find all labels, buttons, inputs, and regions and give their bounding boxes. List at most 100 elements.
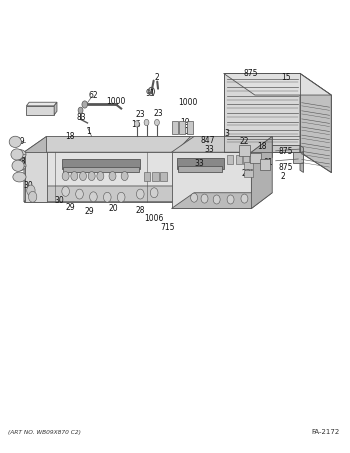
Polygon shape bbox=[47, 183, 194, 189]
Text: 23: 23 bbox=[135, 111, 145, 119]
Circle shape bbox=[117, 192, 125, 202]
Circle shape bbox=[28, 191, 37, 202]
Polygon shape bbox=[24, 136, 191, 152]
Circle shape bbox=[213, 195, 220, 204]
Text: 21: 21 bbox=[181, 127, 190, 136]
Text: 875: 875 bbox=[279, 147, 293, 156]
Text: 23: 23 bbox=[241, 169, 251, 178]
Polygon shape bbox=[24, 152, 175, 202]
Text: 875: 875 bbox=[244, 69, 258, 78]
Polygon shape bbox=[26, 102, 57, 106]
Circle shape bbox=[78, 107, 83, 114]
Polygon shape bbox=[54, 102, 57, 115]
Text: 3: 3 bbox=[225, 129, 230, 138]
Circle shape bbox=[109, 172, 116, 181]
Circle shape bbox=[144, 119, 149, 125]
Text: 29: 29 bbox=[84, 207, 94, 216]
Bar bbox=[179, 121, 186, 134]
Polygon shape bbox=[26, 106, 54, 115]
Text: 23: 23 bbox=[154, 110, 163, 118]
Ellipse shape bbox=[11, 149, 23, 160]
Polygon shape bbox=[177, 158, 224, 169]
Polygon shape bbox=[24, 136, 47, 202]
Text: 1: 1 bbox=[86, 127, 91, 136]
Circle shape bbox=[97, 172, 104, 181]
Polygon shape bbox=[300, 73, 331, 173]
Bar bbox=[172, 121, 178, 134]
Bar bbox=[227, 155, 233, 164]
Circle shape bbox=[136, 189, 144, 199]
Ellipse shape bbox=[13, 172, 26, 182]
Polygon shape bbox=[178, 166, 222, 172]
Circle shape bbox=[79, 172, 86, 181]
Bar bbox=[153, 173, 159, 182]
Text: 1006: 1006 bbox=[145, 214, 164, 223]
Text: 33: 33 bbox=[205, 145, 215, 154]
Text: 847: 847 bbox=[201, 136, 215, 145]
Text: 62: 62 bbox=[89, 92, 98, 101]
Bar bbox=[239, 145, 250, 156]
Polygon shape bbox=[25, 152, 47, 202]
Bar bbox=[260, 159, 271, 170]
Circle shape bbox=[82, 101, 88, 108]
Circle shape bbox=[227, 195, 234, 204]
Circle shape bbox=[71, 172, 78, 181]
Ellipse shape bbox=[9, 136, 21, 148]
Text: 91: 91 bbox=[145, 89, 155, 98]
Text: 30: 30 bbox=[55, 196, 65, 205]
Text: 1000: 1000 bbox=[106, 97, 126, 106]
Bar bbox=[244, 162, 253, 169]
Circle shape bbox=[201, 194, 208, 203]
Bar bbox=[187, 121, 193, 134]
Text: 15: 15 bbox=[281, 72, 291, 82]
Circle shape bbox=[90, 192, 97, 202]
Circle shape bbox=[154, 119, 159, 125]
Bar bbox=[244, 170, 253, 177]
Text: 19: 19 bbox=[181, 118, 190, 127]
Text: 2: 2 bbox=[155, 73, 159, 82]
Circle shape bbox=[150, 188, 158, 198]
Text: 20: 20 bbox=[108, 204, 118, 213]
Text: 33: 33 bbox=[195, 159, 204, 168]
Ellipse shape bbox=[12, 160, 24, 171]
Polygon shape bbox=[24, 186, 191, 202]
Polygon shape bbox=[172, 136, 272, 152]
Polygon shape bbox=[172, 193, 272, 208]
Text: FA-2172: FA-2172 bbox=[312, 429, 340, 434]
Bar bbox=[243, 155, 249, 164]
Text: 1000: 1000 bbox=[178, 98, 198, 107]
Text: 22: 22 bbox=[240, 137, 249, 146]
Circle shape bbox=[191, 193, 197, 202]
Ellipse shape bbox=[13, 149, 26, 159]
Circle shape bbox=[104, 192, 111, 202]
Polygon shape bbox=[47, 136, 194, 142]
Text: 16: 16 bbox=[131, 120, 141, 129]
Text: 83: 83 bbox=[76, 113, 86, 122]
Circle shape bbox=[62, 172, 69, 181]
Text: 30: 30 bbox=[23, 182, 33, 190]
Text: 715: 715 bbox=[161, 223, 175, 232]
Circle shape bbox=[121, 172, 128, 181]
Ellipse shape bbox=[13, 161, 26, 171]
Text: 18: 18 bbox=[65, 132, 75, 141]
Text: 2: 2 bbox=[280, 173, 285, 182]
Text: 875: 875 bbox=[279, 164, 293, 173]
Polygon shape bbox=[251, 136, 272, 208]
Text: 18: 18 bbox=[257, 142, 267, 151]
Circle shape bbox=[76, 189, 83, 199]
Text: 28: 28 bbox=[135, 206, 145, 215]
Circle shape bbox=[27, 185, 35, 196]
Text: (ART NO. WB09X870 C2): (ART NO. WB09X870 C2) bbox=[8, 429, 81, 434]
Polygon shape bbox=[293, 152, 303, 164]
Text: 91: 91 bbox=[263, 158, 273, 167]
Bar bbox=[144, 173, 150, 182]
Polygon shape bbox=[224, 73, 300, 145]
Text: 38: 38 bbox=[17, 157, 26, 166]
Bar bbox=[236, 155, 242, 164]
Circle shape bbox=[241, 194, 248, 203]
Text: 29: 29 bbox=[65, 203, 75, 212]
Circle shape bbox=[134, 120, 139, 127]
Text: 29: 29 bbox=[16, 137, 25, 146]
Circle shape bbox=[88, 172, 95, 181]
Polygon shape bbox=[300, 145, 303, 173]
